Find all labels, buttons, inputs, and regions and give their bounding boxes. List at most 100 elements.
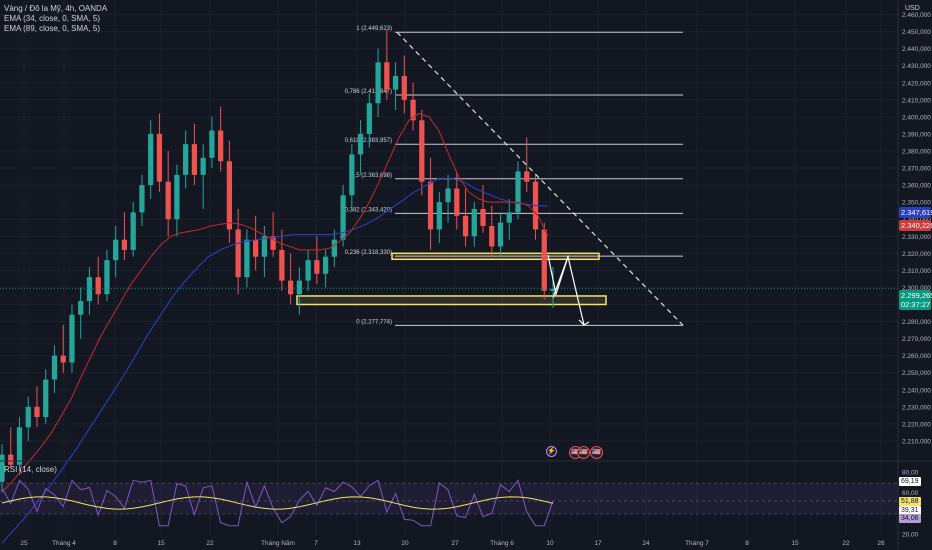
fibonacci-retracement[interactable]: 1 (2.449,623) 0,786 (2.412,847) 0,618 (2.3…: [345, 26, 683, 326]
price-tick-label: 2.310,000: [902, 268, 931, 275]
candle-body: [454, 188, 460, 216]
candle-body: [139, 185, 145, 213]
ema34-line: [1, 112, 549, 493]
fib-level-label: 0,618 (2.383,957): [345, 138, 392, 144]
price-tick-label: 2.380,000: [902, 148, 931, 155]
arrow-head[interactable]: [578, 319, 590, 326]
candle-body: [427, 181, 434, 230]
price-tick-label: 2.240,000: [902, 387, 931, 394]
rsi-tick-label: 80,00: [902, 470, 919, 477]
fib-level-label: 0,382 (2.343,420): [345, 207, 392, 213]
candle-body: [104, 260, 110, 295]
projection-arrows[interactable]: [547, 254, 590, 326]
rsi-legend[interactable]: RSI (14, close): [4, 465, 57, 474]
candle-body: [401, 75, 407, 100]
us-flag-event-icon[interactable]: 🇺🇸: [577, 446, 590, 459]
time-tick-label: Tháng 7: [685, 540, 709, 547]
ema-lines: [0, 112, 898, 544]
candle-body: [445, 188, 451, 203]
lightning-event-icon[interactable]: ⚡: [546, 446, 557, 457]
candle-body: [340, 195, 346, 240]
candle-body: [366, 103, 372, 134]
candle-body: [0, 454, 5, 482]
grid: [0, 0, 898, 536]
candle-body: [78, 301, 84, 315]
support-zone-box[interactable]: [391, 252, 600, 261]
candle-body: [349, 154, 355, 196]
price-tick-label: 2.300,000: [902, 285, 931, 292]
time-tick-label: 13: [353, 540, 361, 547]
time-tick-label: 26: [877, 540, 885, 547]
time-tick-label: 27: [451, 540, 459, 547]
currency-label[interactable]: USD: [905, 5, 920, 12]
candle-body: [113, 239, 119, 261]
candle-body: [322, 256, 329, 274]
candle-body: [489, 226, 495, 247]
candle-body: [471, 208, 477, 237]
support-zone-box[interactable]: [296, 295, 607, 306]
fib-level-label: 1 (2.449,623): [356, 26, 392, 32]
rsi-ma-tag: 51,88: [899, 497, 921, 506]
candle-body: [253, 239, 259, 257]
price-tick-label: 2.410,000: [902, 97, 931, 104]
candle-body: [226, 161, 233, 230]
ema34-price-tag: 2.340,228: [899, 220, 932, 231]
price-tick-label: 2.330,000: [902, 234, 931, 241]
candle-body: [261, 236, 268, 257]
time-tick-label: Tháng 4: [52, 540, 76, 547]
support-zones[interactable]: [296, 252, 607, 306]
candle-body: [218, 130, 224, 162]
candle-body: [34, 406, 40, 418]
price-tick-label: 2.210,000: [902, 438, 931, 445]
candle-body: [384, 62, 390, 90]
ema89-legend[interactable]: EMA (89, close, 0, SMA, 5): [4, 24, 101, 33]
candle-body: [156, 133, 163, 182]
price-tick-label: 2.370,000: [902, 166, 931, 173]
candle-body: [550, 288, 556, 291]
candle-body: [497, 222, 504, 247]
candle-body: [191, 144, 198, 175]
price-tick-label: 2.390,000: [902, 131, 931, 138]
price-tick-label: 2.430,000: [902, 63, 931, 70]
price-tick-label: 2.460,000: [902, 12, 931, 19]
rsi-value-tag: 34,06: [899, 514, 921, 523]
candle-body: [331, 239, 337, 257]
fib-level-label: 0,786 (2.412,847): [345, 89, 392, 95]
fib-level-label: 0 (2.277,774): [356, 319, 392, 325]
candle-body: [305, 260, 311, 281]
candle-body: [86, 277, 93, 302]
time-tick-label: 17: [594, 540, 602, 547]
rsi-ma-line: [1, 496, 554, 510]
candle-body: [69, 314, 75, 363]
candle-body: [244, 239, 250, 278]
candle-body: [130, 212, 136, 250]
time-tick-label: 15: [791, 540, 799, 547]
time-tick-label: 25: [20, 540, 28, 547]
price-tick-label: 2.420,000: [902, 80, 931, 87]
rsi-lower-tag: 39,31: [899, 506, 921, 515]
ema89-line: [1, 177, 549, 544]
ema34-legend[interactable]: EMA (34, close, 0, SMA, 5): [4, 14, 101, 23]
time-axis[interactable]: 25 Tháng 4 8 15 22 Tháng Năm 7 13 20 27 Tháng 6 10 1…: [20, 540, 885, 547]
candle-body: [183, 144, 189, 175]
price-tick-label: 2.270,000: [902, 336, 931, 343]
rsi-tick-label: 60,00: [902, 490, 919, 497]
time-tick-label: Tháng Năm: [261, 540, 295, 547]
countdown-tag: 02:37:27: [899, 299, 931, 310]
projection-zigzag[interactable]: [547, 254, 569, 297]
price-tick-label: 2.440,000: [902, 46, 931, 53]
candle-body: [60, 355, 66, 363]
fib-level-label: 0,5 (2.363,698): [351, 173, 392, 179]
candle-body: [287, 280, 294, 295]
price-tick-label: 2.230,000: [902, 404, 931, 411]
time-tick-label: Tháng 6: [490, 540, 514, 547]
candle-body: [541, 229, 547, 291]
time-tick-label: 7: [314, 540, 318, 547]
us-flag-event-icon[interactable]: 🇺🇸: [590, 446, 603, 459]
rsi-band: [0, 483, 898, 515]
candle-body: [524, 171, 530, 182]
candle-body: [51, 355, 58, 380]
